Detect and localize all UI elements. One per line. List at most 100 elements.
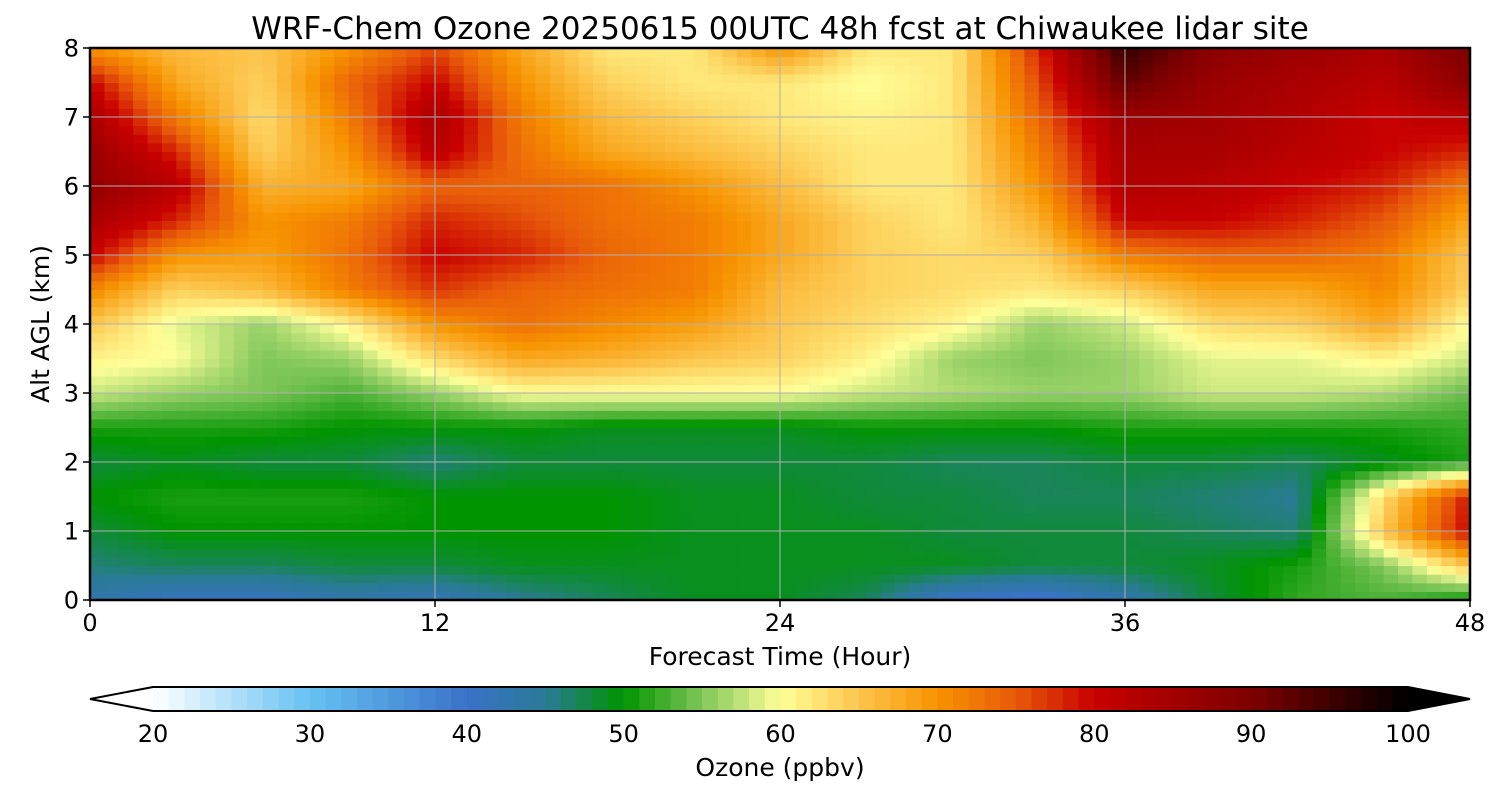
heatmap-cell [176, 574, 192, 584]
heatmap-cell [650, 531, 666, 541]
heatmap-cell [751, 315, 767, 325]
heatmap-cell [219, 211, 235, 222]
heatmap-cell [851, 229, 867, 239]
heatmap-cell [435, 444, 450, 454]
heatmap-cell [449, 358, 465, 368]
heatmap-cell [320, 315, 335, 325]
heatmap-cell [420, 255, 436, 265]
heatmap-cell [535, 410, 551, 420]
heatmap-cell [1455, 246, 1470, 256]
heatmap-cell [564, 289, 580, 299]
heatmap-cell [1225, 298, 1241, 308]
heatmap-cell [1326, 556, 1342, 567]
heatmap-cell [90, 444, 105, 454]
heatmap-cell [219, 410, 235, 420]
heatmap-cell [1398, 298, 1414, 308]
heatmap-cell [1268, 556, 1284, 567]
heatmap-cell [521, 410, 537, 420]
heatmap-cell [1441, 470, 1457, 480]
heatmap-cell [161, 298, 177, 308]
heatmap-cell [621, 255, 637, 265]
heatmap-cell [406, 556, 422, 567]
heatmap-cell [133, 160, 149, 170]
heatmap-cell [909, 332, 925, 342]
heatmap-cell [1398, 332, 1414, 342]
heatmap-cell [823, 574, 839, 584]
heatmap-cell [1010, 418, 1025, 429]
heatmap-cell [1283, 393, 1299, 403]
heatmap-cell [147, 548, 163, 558]
heatmap-cell [1283, 186, 1299, 196]
heatmap-cell [363, 160, 379, 170]
heatmap-cell [348, 384, 364, 394]
heatmap-cell [348, 246, 364, 256]
heatmap-cell [161, 263, 177, 273]
heatmap-cell [363, 453, 379, 463]
heatmap-cell [621, 194, 637, 204]
heatmap-cell [363, 496, 379, 506]
heatmap-cell [1010, 470, 1025, 480]
heatmap-cell [578, 211, 594, 222]
heatmap-cell [1211, 505, 1227, 515]
heatmap-cell [1412, 358, 1428, 368]
heatmap-cell [118, 358, 134, 368]
heatmap-cell [665, 160, 680, 170]
heatmap-cell [391, 531, 407, 541]
heatmap-cell [650, 237, 666, 247]
heatmap-cell [621, 358, 637, 368]
heatmap-cell [1153, 591, 1169, 600]
heatmap-cell [1024, 220, 1040, 230]
heatmap-cell [133, 289, 149, 299]
heatmap-cell [305, 539, 321, 549]
heatmap-cell [808, 367, 824, 377]
heatmap-cell [923, 203, 939, 213]
heatmap-cell [650, 522, 666, 532]
heatmap-cell [521, 211, 537, 222]
heatmap-cell [248, 375, 264, 385]
heatmap-cell [276, 470, 292, 480]
heatmap-cell [219, 375, 235, 385]
heatmap-cell [420, 591, 436, 600]
heatmap-cell [320, 280, 335, 291]
heatmap-cell [305, 177, 321, 187]
heatmap-cell [449, 177, 465, 187]
heatmap-cell [1383, 505, 1399, 515]
heatmap-cell [492, 384, 508, 394]
heatmap-cell [952, 306, 968, 316]
heatmap-cell [1153, 565, 1169, 575]
heatmap-cell [90, 410, 105, 420]
heatmap-cell [1441, 263, 1457, 273]
heatmap-cell [1455, 289, 1470, 299]
heatmap-cell [780, 272, 795, 282]
heatmap-cell [1340, 531, 1356, 541]
heatmap-cell [176, 280, 192, 291]
heatmap-cell [1383, 496, 1399, 506]
heatmap-cell [550, 539, 565, 549]
heatmap-cell [291, 384, 307, 394]
heatmap-cell [104, 393, 120, 403]
heatmap-cell [104, 237, 120, 247]
heatmap-cell [1225, 341, 1241, 351]
heatmap-cell [449, 194, 465, 204]
heatmap-cell [1182, 263, 1198, 273]
heatmap-cell [751, 410, 767, 420]
heatmap-cell [1110, 418, 1126, 429]
heatmap-cell [161, 384, 177, 394]
heatmap-cell [334, 151, 350, 161]
heatmap-cell [377, 186, 393, 196]
heatmap-cell [1067, 280, 1083, 291]
heatmap-cell [1441, 591, 1457, 600]
heatmap-cell [506, 462, 522, 472]
heatmap-cell [1110, 505, 1126, 515]
heatmap-cell [1067, 427, 1083, 437]
heatmap-cell [334, 401, 350, 411]
heatmap-cell [377, 453, 393, 463]
heatmap-cell [665, 479, 680, 489]
heatmap-cell [1355, 168, 1370, 178]
heatmap-cell [880, 410, 896, 420]
heatmap-cell [1311, 479, 1327, 489]
heatmap-cell [435, 513, 450, 523]
heatmap-cell [765, 496, 781, 506]
heatmap-cell [693, 367, 709, 377]
heatmap-cell [851, 272, 867, 282]
